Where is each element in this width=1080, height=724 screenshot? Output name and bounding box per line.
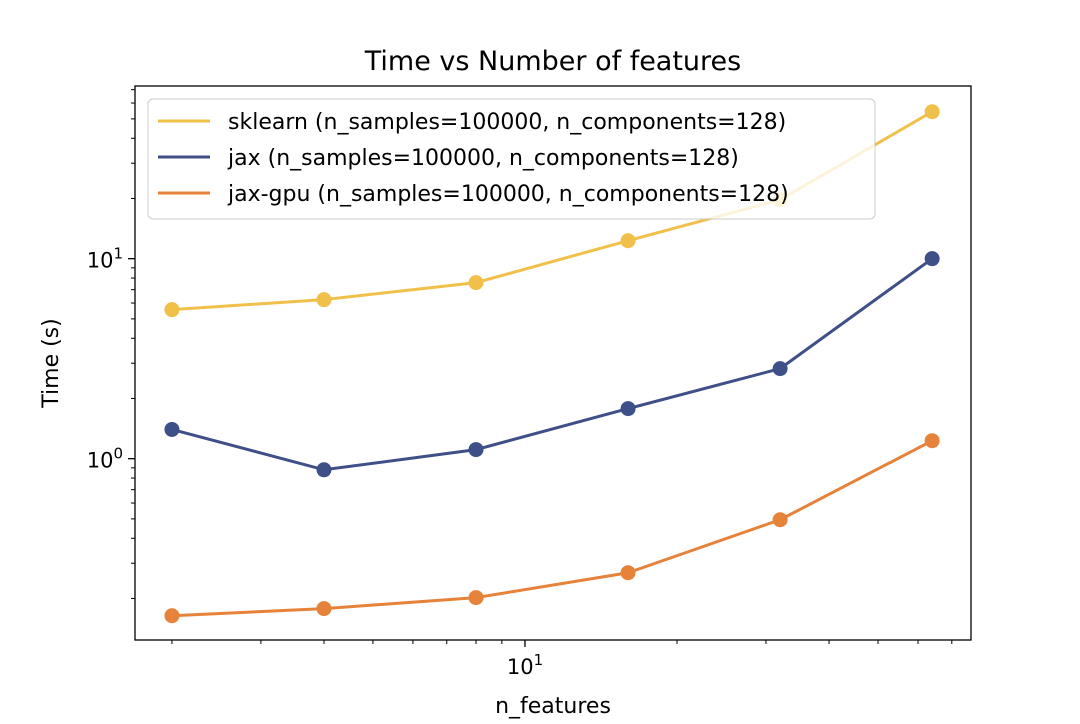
y-tick-label: 100 bbox=[87, 445, 123, 473]
chart-title: Time vs Number of features bbox=[364, 46, 741, 77]
data-point bbox=[468, 275, 484, 291]
data-point bbox=[468, 590, 484, 606]
data-point bbox=[468, 442, 484, 458]
data-point bbox=[924, 251, 940, 267]
y-tick-label: 101 bbox=[87, 245, 123, 273]
legend: sklearn (n_samples=100000, n_components=… bbox=[147, 98, 876, 220]
data-point bbox=[620, 401, 636, 417]
y-axis-label: Time (s) bbox=[39, 318, 64, 408]
series-line-1 bbox=[171, 257, 934, 472]
series-line-2 bbox=[171, 439, 933, 618]
data-point bbox=[620, 565, 636, 581]
legend-label: sklearn (n_samples=100000, n_components=… bbox=[228, 110, 786, 135]
axes-frame bbox=[134, 85, 972, 641]
data-point bbox=[316, 292, 332, 308]
data-point bbox=[164, 608, 180, 624]
legend-label: jax (n_samples=100000, n_components=128) bbox=[227, 146, 739, 171]
data-point bbox=[164, 421, 180, 437]
legend-box bbox=[147, 98, 876, 220]
data-point bbox=[316, 462, 332, 478]
x-axis-label: n_features bbox=[495, 694, 611, 719]
data-point bbox=[924, 104, 940, 120]
data-point bbox=[772, 361, 788, 377]
x-tick-label: 101 bbox=[507, 651, 543, 679]
legend-label: jax-gpu (n_samples=100000, n_components=… bbox=[227, 182, 789, 207]
data-point bbox=[164, 302, 180, 318]
data-point bbox=[924, 433, 940, 449]
data-point bbox=[316, 601, 332, 617]
data-point bbox=[772, 512, 788, 528]
data-point bbox=[620, 233, 636, 249]
